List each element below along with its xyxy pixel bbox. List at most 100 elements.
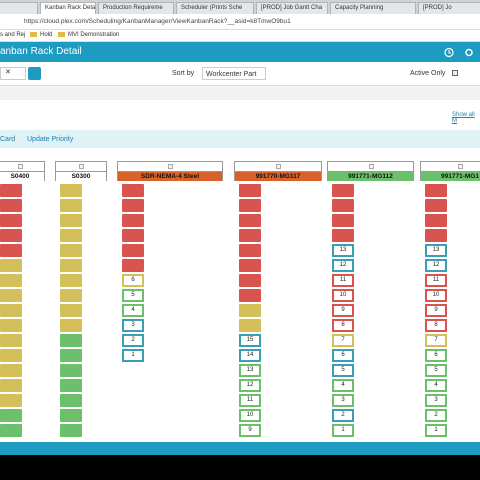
kanban-card[interactable]: 5	[425, 364, 447, 377]
kanban-card[interactable]	[239, 184, 261, 197]
kanban-card[interactable]	[122, 259, 144, 272]
search-button[interactable]	[28, 67, 41, 80]
kanban-card[interactable]: 12	[332, 259, 354, 272]
kanban-card[interactable]: 13	[239, 364, 261, 377]
column-checkbox[interactable]	[368, 164, 374, 169]
kanban-card[interactable]	[60, 424, 82, 437]
kanban-card[interactable]	[239, 244, 261, 257]
kanban-card[interactable]	[239, 304, 261, 317]
kanban-card[interactable]	[0, 379, 22, 392]
show-all-link[interactable]: Show all M	[452, 112, 475, 124]
kanban-card[interactable]	[0, 334, 22, 347]
kanban-card[interactable]: 12	[239, 379, 261, 392]
kanban-card[interactable]	[60, 199, 82, 212]
kanban-card[interactable]	[60, 229, 82, 242]
bookmark[interactable]: MVI Demonstration	[58, 32, 119, 38]
column-checkbox[interactable]	[18, 164, 23, 169]
kanban-card[interactable]: 1	[332, 424, 354, 437]
kanban-card[interactable]	[239, 289, 261, 302]
bookmark[interactable]: s and Rej	[0, 32, 26, 38]
kanban-card[interactable]	[425, 229, 447, 242]
kanban-card[interactable]	[0, 289, 22, 302]
column-checkbox[interactable]	[276, 164, 281, 169]
kanban-card[interactable]: 11	[332, 274, 354, 287]
url[interactable]: https://cloud.plex.com/Scheduling/Kanban…	[24, 18, 291, 25]
tab[interactable]: ory	[0, 2, 38, 14]
kanban-card[interactable]: 2	[122, 334, 144, 347]
kanban-card[interactable]	[122, 244, 144, 257]
kanban-card[interactable]: 4	[122, 304, 144, 317]
column-checkbox[interactable]	[168, 164, 173, 169]
kanban-card[interactable]	[0, 319, 22, 332]
kanban-card[interactable]	[60, 274, 82, 287]
kanban-card[interactable]: 6	[425, 349, 447, 362]
kanban-card[interactable]: 12	[425, 259, 447, 272]
kanban-card[interactable]: 1	[122, 349, 144, 362]
kanban-card[interactable]	[0, 394, 22, 407]
kanban-card[interactable]	[60, 379, 82, 392]
kanban-card[interactable]	[122, 184, 144, 197]
kanban-card[interactable]	[122, 199, 144, 212]
kanban-card[interactable]	[332, 184, 354, 197]
kanban-card[interactable]: 10	[239, 409, 261, 422]
kanban-card[interactable]: 8	[425, 319, 447, 332]
tab[interactable]: Production Requireme	[98, 2, 174, 14]
kanban-card[interactable]	[239, 319, 261, 332]
kanban-card[interactable]	[239, 259, 261, 272]
kanban-card[interactable]: 8	[332, 319, 354, 332]
kanban-card[interactable]: 13	[425, 244, 447, 257]
kanban-card[interactable]	[122, 214, 144, 227]
kanban-card[interactable]	[0, 304, 22, 317]
kanban-card[interactable]	[60, 184, 82, 197]
bookmark[interactable]: Hold	[30, 32, 52, 38]
kanban-card[interactable]: 10	[332, 289, 354, 302]
kanban-card[interactable]	[60, 289, 82, 302]
kanban-card[interactable]	[60, 319, 82, 332]
kanban-card[interactable]	[0, 424, 22, 437]
kanban-card[interactable]	[0, 199, 22, 212]
kanban-card[interactable]: 5	[122, 289, 144, 302]
kanban-card[interactable]	[60, 259, 82, 272]
kanban-card[interactable]: 2	[425, 409, 447, 422]
kanban-card[interactable]	[0, 229, 22, 242]
kanban-card[interactable]	[0, 259, 22, 272]
kanban-card[interactable]: 7	[332, 334, 354, 347]
kanban-card[interactable]	[60, 409, 82, 422]
tab[interactable]: Capacity Planning	[330, 2, 416, 14]
kanban-card[interactable]: 13	[332, 244, 354, 257]
kanban-card[interactable]	[0, 274, 22, 287]
kanban-card[interactable]	[60, 364, 82, 377]
kanban-card[interactable]: 3	[332, 394, 354, 407]
tab[interactable]: Scheduler (Prints Sche	[176, 2, 254, 14]
kanban-card[interactable]	[122, 229, 144, 242]
kanban-card[interactable]: 3	[122, 319, 144, 332]
kanban-card[interactable]: 6	[122, 274, 144, 287]
kanban-card[interactable]	[332, 229, 354, 242]
kanban-card[interactable]	[60, 304, 82, 317]
tab[interactable]: [PROD] Job Gantt Cha	[256, 2, 328, 14]
toolbar-action[interactable]: Card	[0, 136, 16, 143]
tab[interactable]: [PROD] Jo	[418, 2, 480, 14]
kanban-card[interactable]	[60, 214, 82, 227]
kanban-card[interactable]	[0, 244, 22, 257]
column-checkbox[interactable]	[79, 164, 84, 169]
kanban-card[interactable]: 9	[239, 424, 261, 437]
kanban-card[interactable]	[0, 184, 22, 197]
column-checkbox[interactable]	[458, 164, 463, 169]
kanban-card[interactable]: 10	[425, 289, 447, 302]
kanban-card[interactable]	[239, 199, 261, 212]
active-checkbox[interactable]	[452, 70, 458, 76]
kanban-card[interactable]	[425, 199, 447, 212]
kanban-card[interactable]	[60, 349, 82, 362]
kanban-card[interactable]	[0, 364, 22, 377]
kanban-card[interactable]: 7	[425, 334, 447, 347]
kanban-card[interactable]	[60, 244, 82, 257]
kanban-card[interactable]	[60, 334, 82, 347]
kanban-card[interactable]: 2	[332, 409, 354, 422]
tab[interactable]: Kanban Rack Detail	[40, 2, 96, 14]
kanban-card[interactable]: 4	[332, 379, 354, 392]
kanban-card[interactable]: 3	[425, 394, 447, 407]
search-box[interactable]: ✕	[0, 67, 26, 80]
kanban-card[interactable]: 11	[425, 274, 447, 287]
kanban-card[interactable]	[0, 214, 22, 227]
